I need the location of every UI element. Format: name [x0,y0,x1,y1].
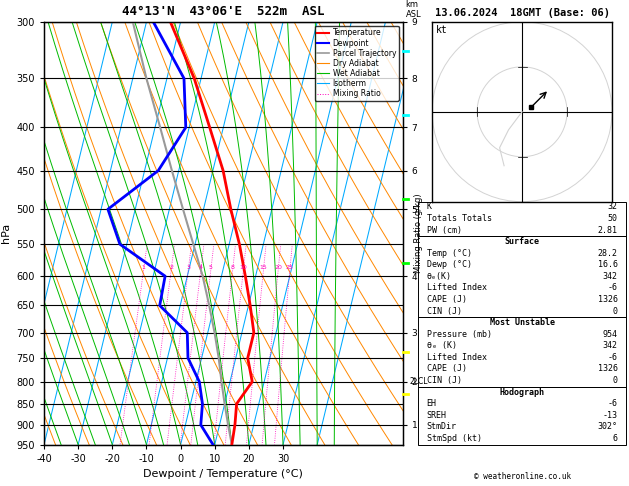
Text: 5: 5 [209,265,213,270]
Text: Most Unstable: Most Unstable [489,318,555,327]
Text: Dewp (°C): Dewp (°C) [426,260,472,269]
X-axis label: Dewpoint / Temperature (°C): Dewpoint / Temperature (°C) [143,469,303,479]
Bar [418,317,626,387]
Text: -6: -6 [608,283,618,293]
Text: -13: -13 [603,411,618,420]
Text: 25: 25 [286,265,294,270]
Text: Surface: Surface [504,237,540,246]
Y-axis label: hPa: hPa [1,223,11,243]
Text: 15: 15 [260,265,267,270]
Text: Pressure (mb): Pressure (mb) [426,330,492,339]
Text: EH: EH [426,399,437,408]
Text: 20: 20 [274,265,282,270]
Text: Hodograph: Hodograph [499,387,545,397]
Text: 1: 1 [142,265,145,270]
Text: 16.6: 16.6 [598,260,618,269]
Text: 1326: 1326 [598,295,618,304]
Text: -6: -6 [608,353,618,362]
Text: 2: 2 [169,265,173,270]
Text: Totals Totals: Totals Totals [426,214,492,223]
Text: Temp (°C): Temp (°C) [426,249,472,258]
Text: Lifted Index: Lifted Index [426,353,487,362]
Text: km
ASL: km ASL [406,0,421,19]
Text: 0: 0 [613,307,618,315]
Bar [418,202,626,236]
Text: 3: 3 [186,265,190,270]
Text: Lifted Index: Lifted Index [426,283,487,293]
Text: 28.2: 28.2 [598,249,618,258]
Text: K: K [426,202,431,211]
Bar [418,236,626,317]
Text: 0: 0 [613,376,618,385]
Text: CAPE (J): CAPE (J) [426,364,467,373]
Text: 4: 4 [199,265,203,270]
Text: 342: 342 [603,272,618,281]
Text: PW (cm): PW (cm) [426,226,462,235]
Bar [418,387,626,445]
Text: -6: -6 [608,399,618,408]
Text: 50: 50 [608,214,618,223]
Text: StmDir: StmDir [426,422,457,431]
Text: Mixing Ratio (g/kg): Mixing Ratio (g/kg) [414,193,423,273]
Text: CIN (J): CIN (J) [426,376,462,385]
Text: 302°: 302° [598,422,618,431]
Text: StmSpd (kt): StmSpd (kt) [426,434,482,443]
Text: 954: 954 [603,330,618,339]
Text: θₑ (K): θₑ (K) [426,341,457,350]
Text: © weatheronline.co.uk: © weatheronline.co.uk [474,472,571,481]
Text: CAPE (J): CAPE (J) [426,295,467,304]
Text: 2.81: 2.81 [598,226,618,235]
Text: 10: 10 [240,265,247,270]
Legend: Temperature, Dewpoint, Parcel Trajectory, Dry Adiabat, Wet Adiabat, Isotherm, Mi: Temperature, Dewpoint, Parcel Trajectory… [314,26,399,101]
Text: 6: 6 [613,434,618,443]
Text: CIN (J): CIN (J) [426,307,462,315]
Text: SREH: SREH [426,411,447,420]
Text: 44°13'N  43°06'E  522m  ASL: 44°13'N 43°06'E 522m ASL [122,5,325,18]
Text: 13.06.2024  18GMT (Base: 06): 13.06.2024 18GMT (Base: 06) [435,8,610,18]
Text: 342: 342 [603,341,618,350]
Text: 32: 32 [608,202,618,211]
Text: 1326: 1326 [598,364,618,373]
Text: kt: kt [436,25,447,35]
Text: θₑ(K): θₑ(K) [426,272,452,281]
Text: 8: 8 [231,265,235,270]
Text: 2LCL: 2LCL [409,377,428,386]
